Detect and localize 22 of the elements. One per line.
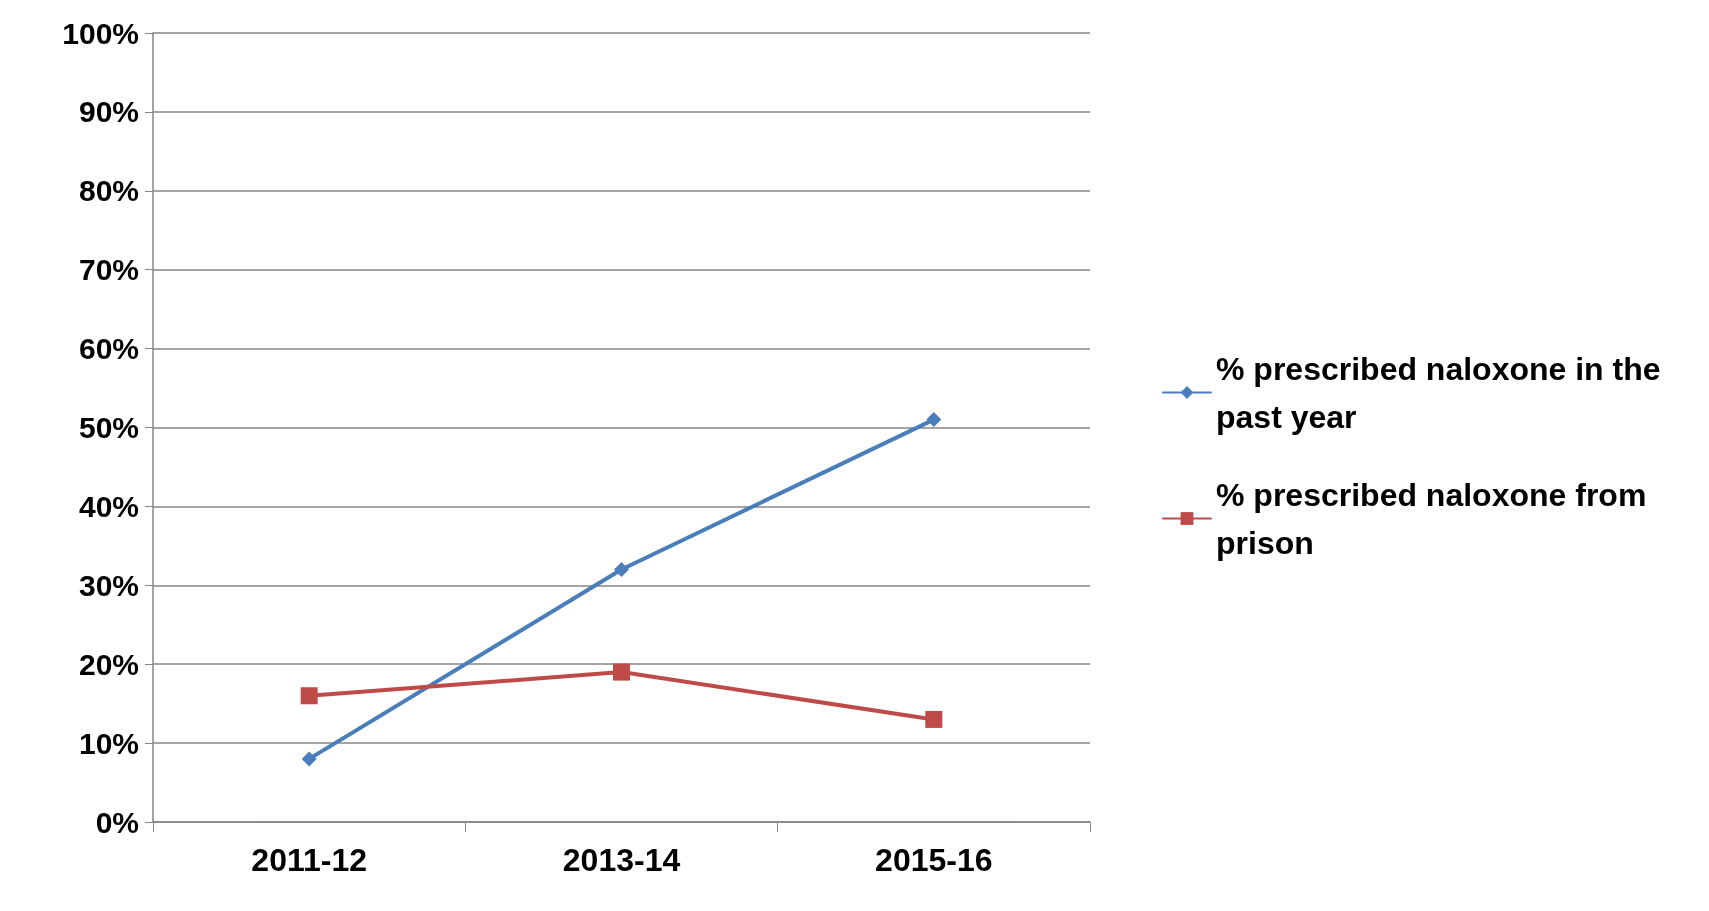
point [301,751,317,767]
y-tick-label: 70% [78,253,139,287]
x-tick-label: 2013-14 [562,842,681,878]
legend-label: % prescribed naloxone from prison [1216,476,1656,561]
y-tick-label: 10% [78,726,139,760]
y-tick-label: 60% [78,332,139,366]
y-tick-label: 20% [78,647,139,681]
y-tick-label: 30% [78,568,139,602]
point [926,412,942,428]
x-tick-label: 2011-12 [251,842,367,878]
y-tick-label: 100% [62,16,139,50]
point [613,663,630,681]
point [925,710,943,728]
point [300,687,318,705]
y-tick-label: 40% [78,489,139,523]
point [614,562,629,578]
y-tick-label: 50% [78,411,139,444]
x-tick-label: 2015-16 [875,842,993,878]
y-tick-label: 0% [95,805,139,839]
y-tick-label: 90% [78,95,139,129]
y-tick-label: 80% [78,174,139,208]
legend-label: % prescribed naloxone in the past year [1216,350,1670,435]
